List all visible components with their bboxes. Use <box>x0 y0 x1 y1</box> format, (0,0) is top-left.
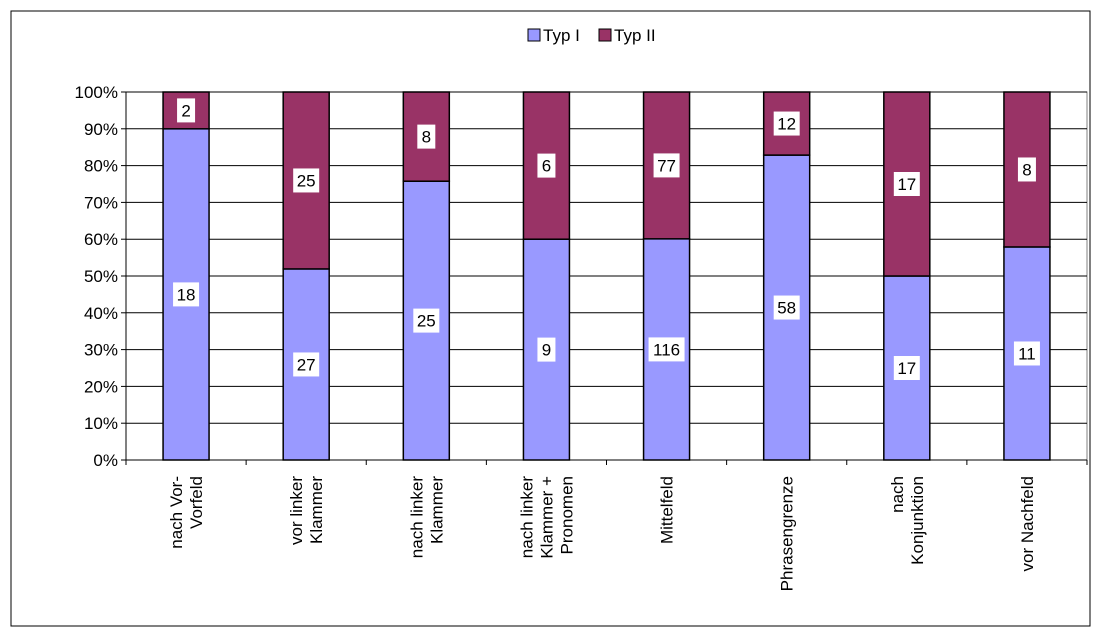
data-label-box <box>413 308 440 333</box>
data-label: 25 <box>417 312 436 331</box>
data-label: 77 <box>657 156 676 175</box>
x-category-label: nach linker Klammer + Pronomen <box>517 476 576 559</box>
data-label-box <box>537 337 556 362</box>
data-label: 6 <box>542 157 551 176</box>
data-label-box <box>1013 341 1040 366</box>
y-tick-label: 90% <box>84 120 118 139</box>
data-label: 18 <box>177 285 196 304</box>
x-category-label: vor Nachfeld <box>1018 476 1037 571</box>
data-label-box <box>417 124 436 149</box>
data-label: 17 <box>897 359 916 378</box>
data-label: 27 <box>297 355 316 374</box>
data-label-box <box>173 282 200 307</box>
x-category-label: nach Vor- Vorfeld <box>167 476 206 549</box>
data-label-box <box>893 172 920 196</box>
data-label: 8 <box>422 128 431 147</box>
data-label: 58 <box>777 299 796 318</box>
legend-label: Typ II <box>614 26 656 45</box>
x-category-label-line: vor linker <box>287 476 306 545</box>
x-category-label-line: Mittelfeld <box>658 476 677 544</box>
data-label-box <box>773 295 800 320</box>
y-tick-label: 10% <box>84 414 118 433</box>
plot-area: 0% 10% 20% 30% 40% 50% 60% 70% 80% 90% 100% 18 2 nach… <box>75 83 1088 591</box>
x-category-label: Mittelfeld <box>658 476 677 544</box>
x-category-label-line: Vorfeld <box>187 476 206 529</box>
data-label: 11 <box>1018 344 1036 363</box>
x-category-label: nach linker Klammer <box>407 476 446 559</box>
y-tick-label: 30% <box>84 341 118 360</box>
y-tick-label: 60% <box>84 230 118 249</box>
x-category-label-line: Konjunktion <box>908 476 927 565</box>
data-label: 12 <box>777 115 796 134</box>
y-tick-label: 70% <box>84 193 118 212</box>
data-label: 116 <box>653 340 680 359</box>
data-label-box <box>653 153 680 178</box>
legend-item: Typ II <box>598 26 656 45</box>
y-tick-label: 100% <box>75 83 118 102</box>
y-tick-label: 40% <box>84 304 118 323</box>
legend-swatch <box>598 28 612 42</box>
data-label-box <box>648 337 685 362</box>
x-category-label-line: vor Nachfeld <box>1018 476 1037 571</box>
x-category-label-line: Pronomen <box>557 476 576 554</box>
bar-segment <box>883 275 931 461</box>
y-tick-label: 80% <box>84 157 118 176</box>
x-category-label-line: nach linker <box>407 476 426 559</box>
x-category-label-line: nach linker <box>517 476 536 559</box>
data-label: 9 <box>542 341 551 360</box>
legend-swatch <box>527 28 541 42</box>
x-category-label: Phrasengrenze <box>778 476 797 591</box>
y-tick-label: 20% <box>84 377 118 396</box>
y-tick-label: 0% <box>93 451 118 470</box>
x-category-label: nach Konjunktion <box>888 476 927 565</box>
legend-item: Typ I <box>527 26 580 45</box>
data-label-box <box>293 168 320 193</box>
data-label-box <box>293 352 320 377</box>
data-label: 8 <box>1022 160 1031 179</box>
data-label: 2 <box>181 101 190 120</box>
legend-label: Typ I <box>543 26 580 45</box>
y-tick-label: 50% <box>84 267 118 286</box>
x-category-label-line: Phrasengrenze <box>778 476 797 591</box>
data-label: 17 <box>897 175 916 194</box>
data-label-box <box>1017 157 1036 182</box>
x-category-label-line: nach <box>888 476 907 513</box>
x-category-label-line: Klammer <box>307 476 326 544</box>
data-label: 25 <box>297 171 316 190</box>
data-label-box <box>773 111 800 136</box>
x-category-label-line: Klammer <box>427 476 446 544</box>
legend: Typ I Typ II <box>527 26 656 45</box>
x-category-label: vor linker Klammer <box>287 476 326 545</box>
x-category-label-line: nach Vor- <box>167 476 186 549</box>
data-label-box <box>177 98 196 123</box>
x-category-label-line: Klammer + <box>537 476 556 559</box>
data-label-box <box>893 356 920 380</box>
data-label-box <box>537 153 556 178</box>
